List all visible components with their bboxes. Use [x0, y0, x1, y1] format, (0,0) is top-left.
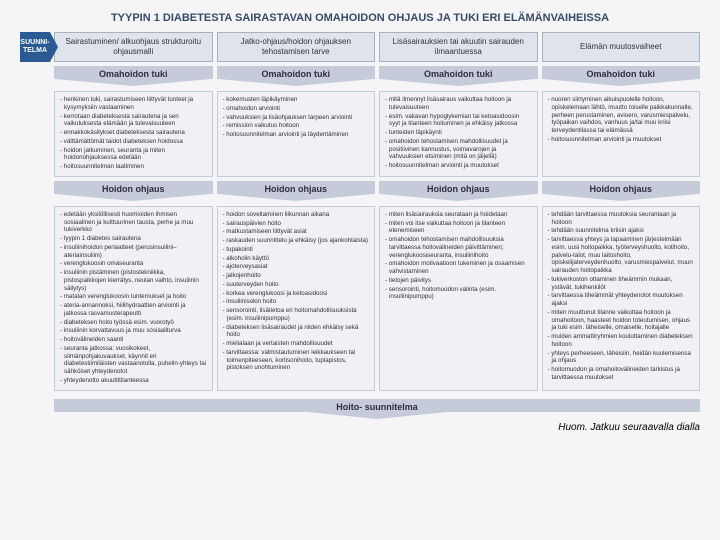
list-item: - jalkojenhoito	[223, 272, 370, 280]
list-item: - miten muuttunut tilanne vaikuttaa hoit…	[548, 309, 695, 332]
list-item: - ajoterveysasiat	[223, 263, 370, 271]
list-item: - insuliinin pistäminen (pistostekniikka…	[60, 269, 207, 292]
list-item: - omahoidon tehostamisen mahdollisuudet …	[385, 138, 532, 161]
content-box: - kokemusten läpikäyminen- omahoidon arv…	[217, 91, 376, 177]
list-item: - välttämättömät taidot diabeteksen hoid…	[60, 138, 207, 146]
list-item: - henkinen tuki, sairastumiseen liittyvä…	[60, 96, 207, 112]
list-item: - tehdään suunnitelma kriisin ajaksi	[548, 227, 695, 235]
list-item: - miten lisäsairauksia seurataan ja hoid…	[385, 211, 532, 219]
list-item: - ennakkokäsitykset diabeteksesta sairau…	[60, 129, 207, 137]
list-item: - insuliinisokin hoito	[223, 298, 370, 306]
list-item: - hoitovälineiden saanti	[60, 336, 207, 344]
list-item: - omahoidon motivaatioon tukeminen ja os…	[385, 260, 532, 276]
list-item: - sensorointi, hoitomuodon valinta (esim…	[385, 286, 532, 302]
list-item: - kerrotaan diabeteksesta sairautena ja …	[60, 113, 207, 129]
list-item: - tyypin 1 diabetes sairautena	[60, 235, 207, 243]
footer-note: Huom. Jatkuu seuraavalla dialla	[20, 422, 700, 433]
list-item: - matalan verenglukoosin tuntemukset ja …	[60, 293, 207, 301]
content-box: - miten lisäsairauksia seurataan ja hoid…	[379, 206, 538, 391]
list-item: - tarvittaessa yhteys ja tapaaminen järj…	[548, 236, 695, 275]
list-item: - vahvuuksien ja lisäohjauksen tarpeen a…	[223, 114, 370, 122]
list-item: - tarvittaessa: valmistautuminen leikkau…	[223, 349, 370, 372]
list-item: - kokemusten läpikäyminen	[223, 96, 370, 104]
list-item: - yhteys perheeseen, läheisiin, heidän k…	[548, 350, 695, 366]
list-item: - alkoholin käyttö	[223, 255, 370, 263]
list-item: - tehdään tarvittaessa muutoksia seurant…	[548, 211, 695, 227]
section-arrow: Omahoidon tuki	[54, 66, 213, 79]
list-item: - tupakointi	[223, 246, 370, 254]
list-item: - hoitosuunnitelman arviointi ja muutoks…	[548, 136, 695, 144]
list-item: - diabeteksen lisäsairaudet ja niiden eh…	[223, 324, 370, 340]
content-box: - nuoren siirtyminen aikuispuolelle hoit…	[542, 91, 701, 177]
list-item: - hoitosuunnitelman laatiminen	[60, 163, 207, 171]
list-item: - insuliinihoidon periaatteet (perusinsu…	[60, 244, 207, 260]
list-item: - verenglukoosin omaseuranta	[60, 260, 207, 268]
list-item: - sairauspäivien hoito	[223, 220, 370, 228]
list-item: - omahoidon arviointi	[223, 105, 370, 113]
list-item: - hoidon jatkuminen, seuranta ja miten h…	[60, 147, 207, 163]
list-item: - hoitomuodon ja omahoitovälineiden tark…	[548, 366, 695, 382]
list-item: - hoitosuunnitelman arviointi ja muutoks…	[385, 162, 532, 170]
list-item: - muiden ammattiryhmien kouluttaminen di…	[548, 333, 695, 349]
main-title: TYYPIN 1 DIABETESTA SAIRASTAVAN OMAHOIDO…	[20, 12, 700, 24]
content-box: - henkinen tuki, sairastumiseen liittyvä…	[54, 91, 213, 177]
list-item: - tukiverkoston ottaminen tiheämmin muka…	[548, 276, 695, 292]
list-item: - sensorointi, lisätietoa eri hoitomahdo…	[223, 307, 370, 323]
section-arrow: Hoidon ohjaus	[54, 181, 213, 194]
list-item: - diabeteksen hoito työssä esim. vuoroty…	[60, 319, 207, 327]
list-item: - mielialaan ja vertaisten mahdollisuude…	[223, 340, 370, 348]
list-item: - tarvittaessa tiheämmät yhteydenotot mu…	[548, 292, 695, 308]
list-item: - esim. vakavan hypoglykemian tai ketoas…	[385, 113, 532, 129]
section-arrow: Omahoidon tuki	[217, 66, 376, 79]
list-item: - matkustamiseen liittyvät asiat	[223, 228, 370, 236]
content-box: - hoidon soveltaminen liikunnan aikana- …	[217, 206, 376, 391]
plan-badge: SUUNNI- TELMA	[20, 32, 50, 62]
list-item: - mitä ilmennyt lisäsairaus vaikuttaa ho…	[385, 96, 532, 112]
list-item: - insuliinin korvattavuus ja muu sosiaal…	[60, 327, 207, 335]
list-item: - hoitosuunnitelman arviointi ja täydent…	[223, 131, 370, 139]
list-item: - ateria-annannoksi, hiilihydraattien ar…	[60, 302, 207, 318]
plan-footer-arrow: Hoito- suunnitelma	[54, 399, 700, 412]
list-item: - tunteiden läpikäynti	[385, 129, 532, 137]
list-item: - edetään yksilöllisesti huomioiden ihmi…	[60, 211, 207, 234]
list-item: - miten voi itse vaikuttaa hoitoon ja ti…	[385, 220, 532, 236]
list-item: - hoidon soveltaminen liikunnan aikana	[223, 211, 370, 219]
list-item: - omahoidon tehostamisen mahdollisuuksia…	[385, 236, 532, 259]
list-item: - suuterveyden hoito	[223, 281, 370, 289]
section-arrow: Omahoidon tuki	[379, 66, 538, 79]
column-header: Jatko-ohjaus/hoidon ohjauksen tehostamis…	[217, 32, 376, 62]
list-item: - raskauden suunnittelu ja ehkäisy (jos …	[223, 237, 370, 245]
list-item: - tietojen päivitys	[385, 277, 532, 285]
column-header: Lisäsairauksien tai akuutin sairauden il…	[379, 32, 538, 62]
list-item: - nuoren siirtyminen aikuispuolelle hoit…	[548, 96, 695, 135]
column-header: Sairastuminen/ alkuohjaus strukturoitu o…	[54, 32, 213, 62]
list-item: - yhteydenotto akuuttitilanteessa	[60, 377, 207, 385]
diagram-grid: SUUNNI- TELMA Sairastuminen/ alkuohjaus …	[20, 32, 700, 412]
content-box: - edetään yksilöllisesti huomioiden ihmi…	[54, 206, 213, 391]
section-arrow: Hoidon ohjaus	[379, 181, 538, 194]
list-item: - seuranta jatkossa: vuosikokeet, silmän…	[60, 345, 207, 376]
list-item: - remission vaikutus hoitoon	[223, 122, 370, 130]
section-arrow: Hoidon ohjaus	[542, 181, 701, 194]
content-box: - mitä ilmennyt lisäsairaus vaikuttaa ho…	[379, 91, 538, 177]
list-item: - korkea verenglukoosi ja ketoasidoosi	[223, 290, 370, 298]
content-box: - tehdään tarvittaessa muutoksia seurant…	[542, 206, 701, 391]
column-header: Elämän muutosvaiheet	[542, 32, 701, 62]
section-arrow: Omahoidon tuki	[542, 66, 701, 79]
section-arrow: Hoidon ohjaus	[217, 181, 376, 194]
